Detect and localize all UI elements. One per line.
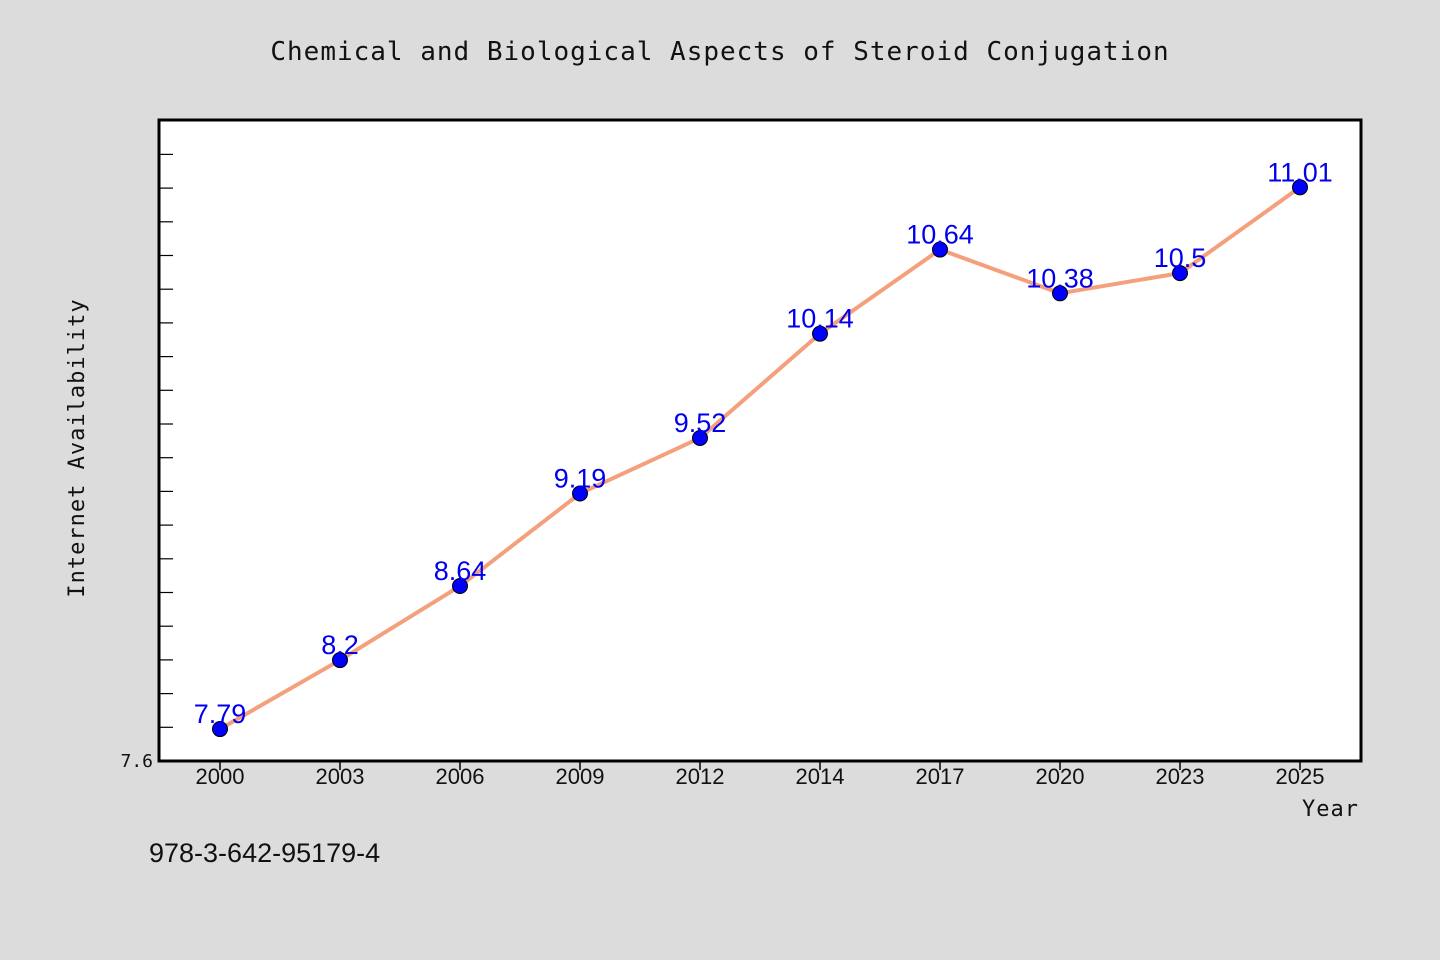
data-value-label: 9.19 [554, 463, 607, 493]
data-value-label: 11.01 [1267, 157, 1333, 187]
x-axis-tick-label: 2014 [796, 764, 845, 789]
y-axis-tick-labels: 7.6 [120, 751, 153, 772]
x-axis-tick-label: 2012 [676, 764, 725, 789]
y-axis-tick-label: 7.6 [120, 751, 153, 772]
y-axis-label: Internet Availability [65, 298, 90, 597]
data-value-label: 7.79 [194, 699, 247, 729]
data-labels: 7.79 8.2 8.64 9.19 9.52 10.14 10.64 10.38 10.5 11… [194, 157, 1333, 729]
plot-area [157, 118, 1363, 763]
x-axis-ticks [219, 761, 1301, 770]
data-markers [212, 179, 1308, 738]
x-axis-tick-label: 2020 [1036, 764, 1085, 789]
x-axis-tick-label: 2017 [916, 764, 965, 789]
chart-title: Chemical and Biological Aspects of Stero… [270, 37, 1169, 67]
x-axis-tick-label: 2009 [556, 764, 605, 789]
x-axis-tick-label: 2025 [1276, 764, 1325, 789]
data-value-label: 10.14 [786, 304, 854, 334]
data-value-label: 8.64 [434, 556, 487, 586]
series-line [218, 185, 1302, 732]
data-point-marker [1052, 285, 1068, 302]
data-point-marker [692, 429, 708, 446]
data-point-marker [932, 241, 948, 258]
data-value-label: 9.52 [674, 408, 727, 438]
data-point-marker [812, 325, 828, 342]
data-value-label: 10.64 [906, 220, 974, 250]
x-axis-tick-labels: 2000 2003 2006 2009 2012 2014 2017 2020 2023 2025 [196, 764, 1325, 789]
x-axis-tick-label: 2006 [436, 764, 485, 789]
data-point-marker [1172, 265, 1188, 282]
data-point-marker [572, 485, 588, 502]
data-value-label: 8.2 [321, 630, 359, 660]
data-point-marker [452, 578, 468, 595]
x-axis-label: Year [1302, 797, 1359, 822]
x-axis-tick-label: 2023 [1156, 764, 1205, 789]
y-axis-minor-ticks [159, 153, 173, 762]
data-point-marker [212, 721, 228, 738]
data-value-label: 10.5 [1154, 243, 1207, 273]
isbn-text: 978-3-642-95179-4 [149, 838, 380, 868]
data-point-marker [1292, 179, 1308, 196]
data-value-label: 10.38 [1026, 263, 1094, 293]
x-axis-tick-label: 2000 [196, 764, 245, 789]
x-axis-tick-label: 2003 [316, 764, 365, 789]
data-point-marker [332, 652, 348, 669]
